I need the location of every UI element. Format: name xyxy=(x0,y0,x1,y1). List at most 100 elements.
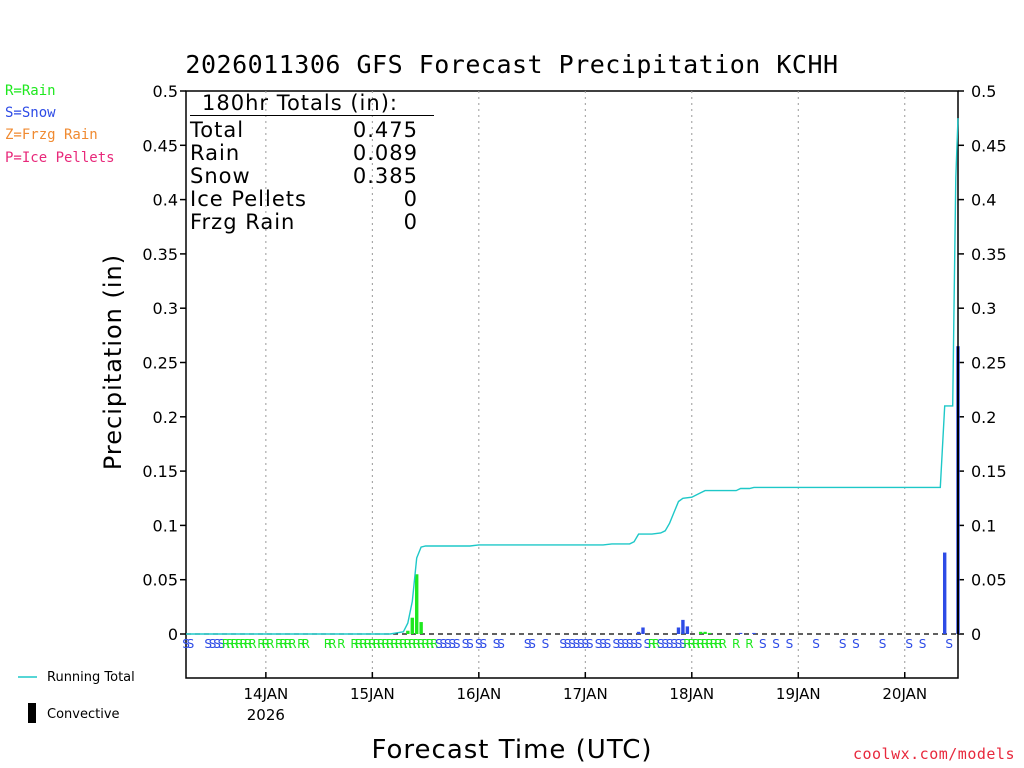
ptype-label-snow: S xyxy=(475,637,483,651)
ptype-label-snow: S xyxy=(462,637,470,651)
ptype-label-rain: R xyxy=(364,637,372,651)
snow-bar xyxy=(942,552,947,634)
y-tick-label-right: 0.1 xyxy=(971,516,996,535)
rain-bar xyxy=(415,574,419,634)
ptype-label-snow: S xyxy=(621,637,629,651)
ptype-label-rain: R xyxy=(408,637,416,651)
ptype-label-rain: R xyxy=(719,637,727,651)
ptype-label-snow: S xyxy=(595,637,603,651)
ptype-label-snow: S xyxy=(440,637,448,651)
ptype-label-snow: S xyxy=(675,637,683,651)
ptype-label-rain: R xyxy=(745,637,753,651)
y-tick-label-right: 0.25 xyxy=(971,354,1007,373)
rain-bar xyxy=(419,622,423,634)
ptype-label-rain: R xyxy=(284,637,292,651)
y-tick-label: 0.35 xyxy=(142,245,178,264)
ptype-label-rain: R xyxy=(395,637,403,651)
y-tick-label-right: 0.3 xyxy=(971,299,996,318)
y-tick-label-right: 0.5 xyxy=(971,82,996,101)
convective-bar xyxy=(957,346,959,634)
ptype-label-snow: S xyxy=(919,637,927,651)
ptype-label-snow: S xyxy=(661,637,669,651)
y-tick-label: 0.25 xyxy=(142,354,178,373)
ptype-label-rain: R xyxy=(359,637,367,651)
x-axis-label: Forecast Time (UTC) xyxy=(371,735,653,765)
y-tick-label-right: 0.4 xyxy=(971,191,996,210)
rain-bar xyxy=(410,617,414,634)
ptype-label-rain: R xyxy=(417,637,425,651)
ptype-label-rain: R xyxy=(404,637,412,651)
ptype-label-snow: S xyxy=(599,637,607,651)
y-tick-label-right: 0.05 xyxy=(971,571,1007,590)
ptype-label-rain: R xyxy=(652,637,660,651)
ptype-label-snow: S xyxy=(635,637,643,651)
ptype-label-rain: R xyxy=(288,637,296,651)
totals-row-ice-pellets: Ice Pellets 0 xyxy=(190,188,418,211)
ptype-label-snow: S xyxy=(586,637,594,651)
ptype-label-rain: R xyxy=(222,637,230,651)
ptype-label-snow: S xyxy=(453,637,461,651)
totals-label: Rain xyxy=(190,141,241,165)
ptype-label-rain: R xyxy=(231,637,239,651)
ptype-label-rain: R xyxy=(683,637,691,651)
legend-ice-pellets: P=Ice Pellets xyxy=(5,150,115,166)
ptype-label-rain: R xyxy=(732,637,740,651)
y-tick-label: 0.4 xyxy=(153,191,178,210)
x-tick-sublabel: 2026 xyxy=(247,706,285,724)
ptype-label-rain: R xyxy=(373,637,381,651)
legend-snow: S=Snow xyxy=(5,105,56,121)
ptype-label-snow: S xyxy=(581,637,589,651)
ptype-label-rain: R xyxy=(368,637,376,651)
totals-row-freezing-rain: Frzg Rain 0 xyxy=(190,211,418,234)
x-tick-label: 14JAN xyxy=(243,685,288,703)
ptype-label-rain: R xyxy=(337,637,345,651)
totals-value: 0 xyxy=(403,187,418,211)
ptype-label-snow: S xyxy=(626,637,634,651)
ptype-label-snow: S xyxy=(213,637,221,651)
ptype-label-rain: R xyxy=(688,637,696,651)
ptype-label-snow: S xyxy=(573,637,581,651)
snow-bar xyxy=(685,626,690,634)
totals-label: Ice Pellets xyxy=(190,187,307,211)
ptype-label-snow: S xyxy=(657,637,665,651)
ptype-label-rain: R xyxy=(328,637,336,651)
ptype-label-snow: S xyxy=(497,637,505,651)
ptype-label-rain: R xyxy=(302,637,310,651)
totals-row-total: Total 0.475 xyxy=(190,119,418,142)
x-tick-label: 19JAN xyxy=(776,685,821,703)
ptype-label-rain: R xyxy=(235,637,243,651)
ptype-label-snow: S xyxy=(812,637,820,651)
ptype-label-snow: S xyxy=(604,637,612,651)
ptype-label-snow: S xyxy=(666,637,674,651)
ptype-label-snow: S xyxy=(945,637,953,651)
ptype-label-snow: S xyxy=(630,637,638,651)
ptype-label-snow: S xyxy=(559,637,567,651)
ptype-label-rain: R xyxy=(226,637,234,651)
snow-bar xyxy=(636,631,641,634)
y-tick-label-right: 0.35 xyxy=(971,245,1007,264)
ptype-label-rain: R xyxy=(262,637,270,651)
y-tick-label: 0.1 xyxy=(153,516,178,535)
ptype-label-snow: S xyxy=(786,637,794,651)
ptype-label-rain: R xyxy=(430,637,438,651)
totals-value: 0.475 xyxy=(352,118,418,142)
y-tick-label: 0 xyxy=(168,625,178,644)
y-tick-label: 0.45 xyxy=(142,136,178,155)
ptype-label-rain: R xyxy=(275,637,283,651)
totals-row-snow: Snow 0.385 xyxy=(190,165,418,188)
ptype-label-snow: S xyxy=(542,637,550,651)
y-tick-label-right: 0.15 xyxy=(971,462,1007,481)
ptype-label-rain: R xyxy=(297,637,305,651)
ptype-label-snow: S xyxy=(448,637,456,651)
ptype-label-snow: S xyxy=(839,637,847,651)
y-tick-label: 0.2 xyxy=(153,408,178,427)
y-tick-label-right: 0 xyxy=(971,625,981,644)
totals-value: 0.089 xyxy=(352,141,418,165)
ptype-label-snow: S xyxy=(435,637,443,651)
ptype-label-rain: R xyxy=(421,637,429,651)
ptype-label-snow: S xyxy=(204,637,212,651)
y-tick-label: 0.5 xyxy=(153,82,178,101)
ptype-label-rain: R xyxy=(279,637,287,651)
convective-swatch xyxy=(28,703,36,723)
